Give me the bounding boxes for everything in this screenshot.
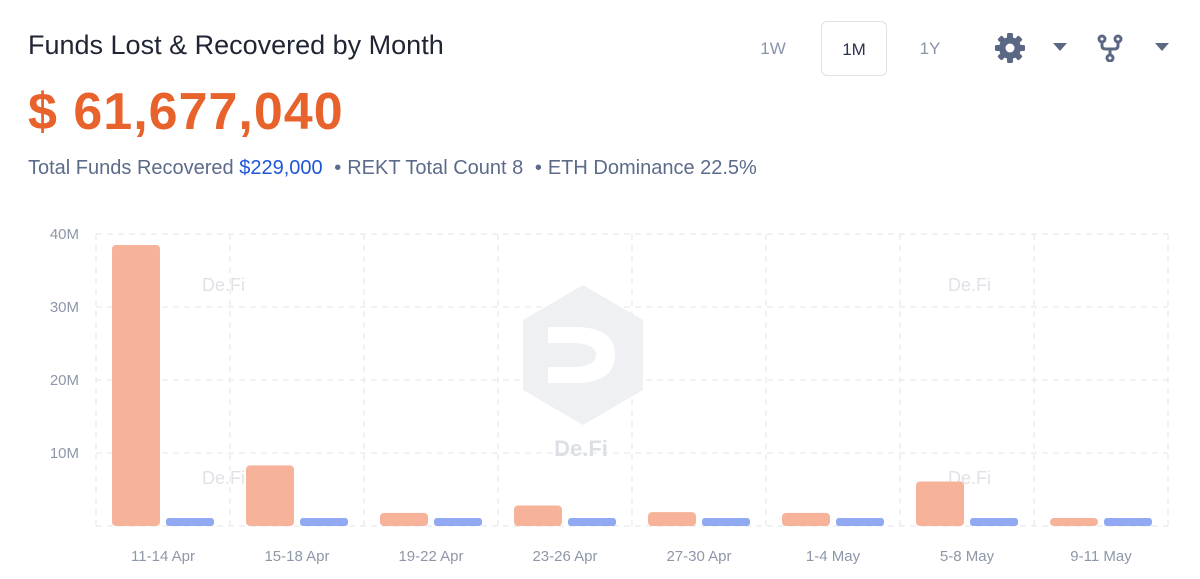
watermark-text: De.Fi bbox=[948, 275, 991, 295]
gear-icon[interactable] bbox=[994, 32, 1026, 69]
bar-funds-recovered[interactable] bbox=[702, 517, 750, 526]
x-tick-label: 15-18 Apr bbox=[264, 548, 329, 565]
fork-icon[interactable] bbox=[1097, 34, 1123, 67]
summary-line: Total Funds Recovered $229,000 • REKT Tot… bbox=[28, 157, 757, 180]
x-tick-label: 1-4 May bbox=[806, 548, 861, 565]
watermark-text: De.Fi bbox=[202, 468, 245, 488]
tab-1y[interactable]: 1Y bbox=[919, 39, 941, 58]
recovered-label: Total Funds Recovered bbox=[28, 157, 234, 179]
bar-funds-lost[interactable] bbox=[1050, 517, 1098, 526]
caret-down-icon[interactable] bbox=[1052, 40, 1068, 58]
bar-funds-recovered[interactable] bbox=[166, 517, 214, 526]
y-axis: 10M 20M 30M 40M bbox=[50, 226, 79, 462]
rekt-count: REKT Total Count 8 bbox=[347, 157, 524, 179]
bar-funds-recovered[interactable] bbox=[970, 517, 1018, 526]
bar-funds-recovered[interactable] bbox=[1104, 517, 1152, 526]
bar-chart: De.Fi De.Fi De.Fi De.Fi De.Fi 10M 20M 30M 4… bbox=[50, 226, 1169, 565]
bar-funds-recovered[interactable] bbox=[434, 517, 482, 526]
bar-funds-recovered[interactable] bbox=[300, 517, 348, 526]
total-lost-amount: $ 61,677,040 bbox=[28, 83, 344, 141]
tab-1m[interactable]: 1M bbox=[821, 21, 887, 76]
y-tick-label: 40M bbox=[50, 226, 79, 243]
bar-funds-lost[interactable] bbox=[782, 512, 830, 526]
watermark-layer: De.Fi De.Fi De.Fi De.Fi De.Fi bbox=[202, 275, 991, 488]
bar-funds-lost[interactable] bbox=[380, 512, 428, 526]
bar-funds-recovered[interactable] bbox=[568, 517, 616, 526]
y-tick-label: 30M bbox=[50, 299, 79, 316]
bar-funds-lost[interactable] bbox=[916, 481, 964, 526]
watermark-text: De.Fi bbox=[202, 275, 245, 295]
x-tick-label: 9-11 May bbox=[1070, 548, 1132, 565]
y-tick-label: 20M bbox=[50, 372, 79, 389]
x-tick-label: 5-8 May bbox=[940, 548, 995, 565]
tab-1w[interactable]: 1W bbox=[760, 39, 786, 58]
x-tick-label: 19-22 Apr bbox=[398, 548, 463, 565]
separator: • bbox=[334, 157, 342, 179]
bar-funds-recovered[interactable] bbox=[836, 517, 884, 526]
y-tick-label: 10M bbox=[50, 445, 79, 462]
x-tick-label: 27-30 Apr bbox=[666, 548, 731, 565]
separator: • bbox=[534, 157, 542, 179]
recovered-value[interactable]: $229,000 bbox=[239, 157, 323, 179]
x-axis: 11-14 Apr 15-18 Apr 19-22 Apr 23-26 Apr 27-3… bbox=[131, 548, 1132, 565]
bar-funds-lost[interactable] bbox=[514, 505, 562, 526]
x-tick-label: 11-14 Apr bbox=[131, 548, 195, 565]
x-tick-label: 23-26 Apr bbox=[532, 548, 597, 565]
bars bbox=[112, 244, 1152, 526]
chart-title: Funds Lost & Recovered by Month bbox=[28, 30, 444, 60]
defi-logo-icon bbox=[523, 285, 643, 425]
bar-funds-lost[interactable] bbox=[648, 512, 696, 526]
watermark-text: De.Fi bbox=[554, 436, 608, 461]
bar-funds-lost[interactable] bbox=[112, 244, 160, 526]
eth-dominance: ETH Dominance 22.5% bbox=[547, 157, 757, 179]
bar-funds-lost[interactable] bbox=[246, 465, 294, 526]
caret-down-icon[interactable] bbox=[1154, 40, 1170, 58]
